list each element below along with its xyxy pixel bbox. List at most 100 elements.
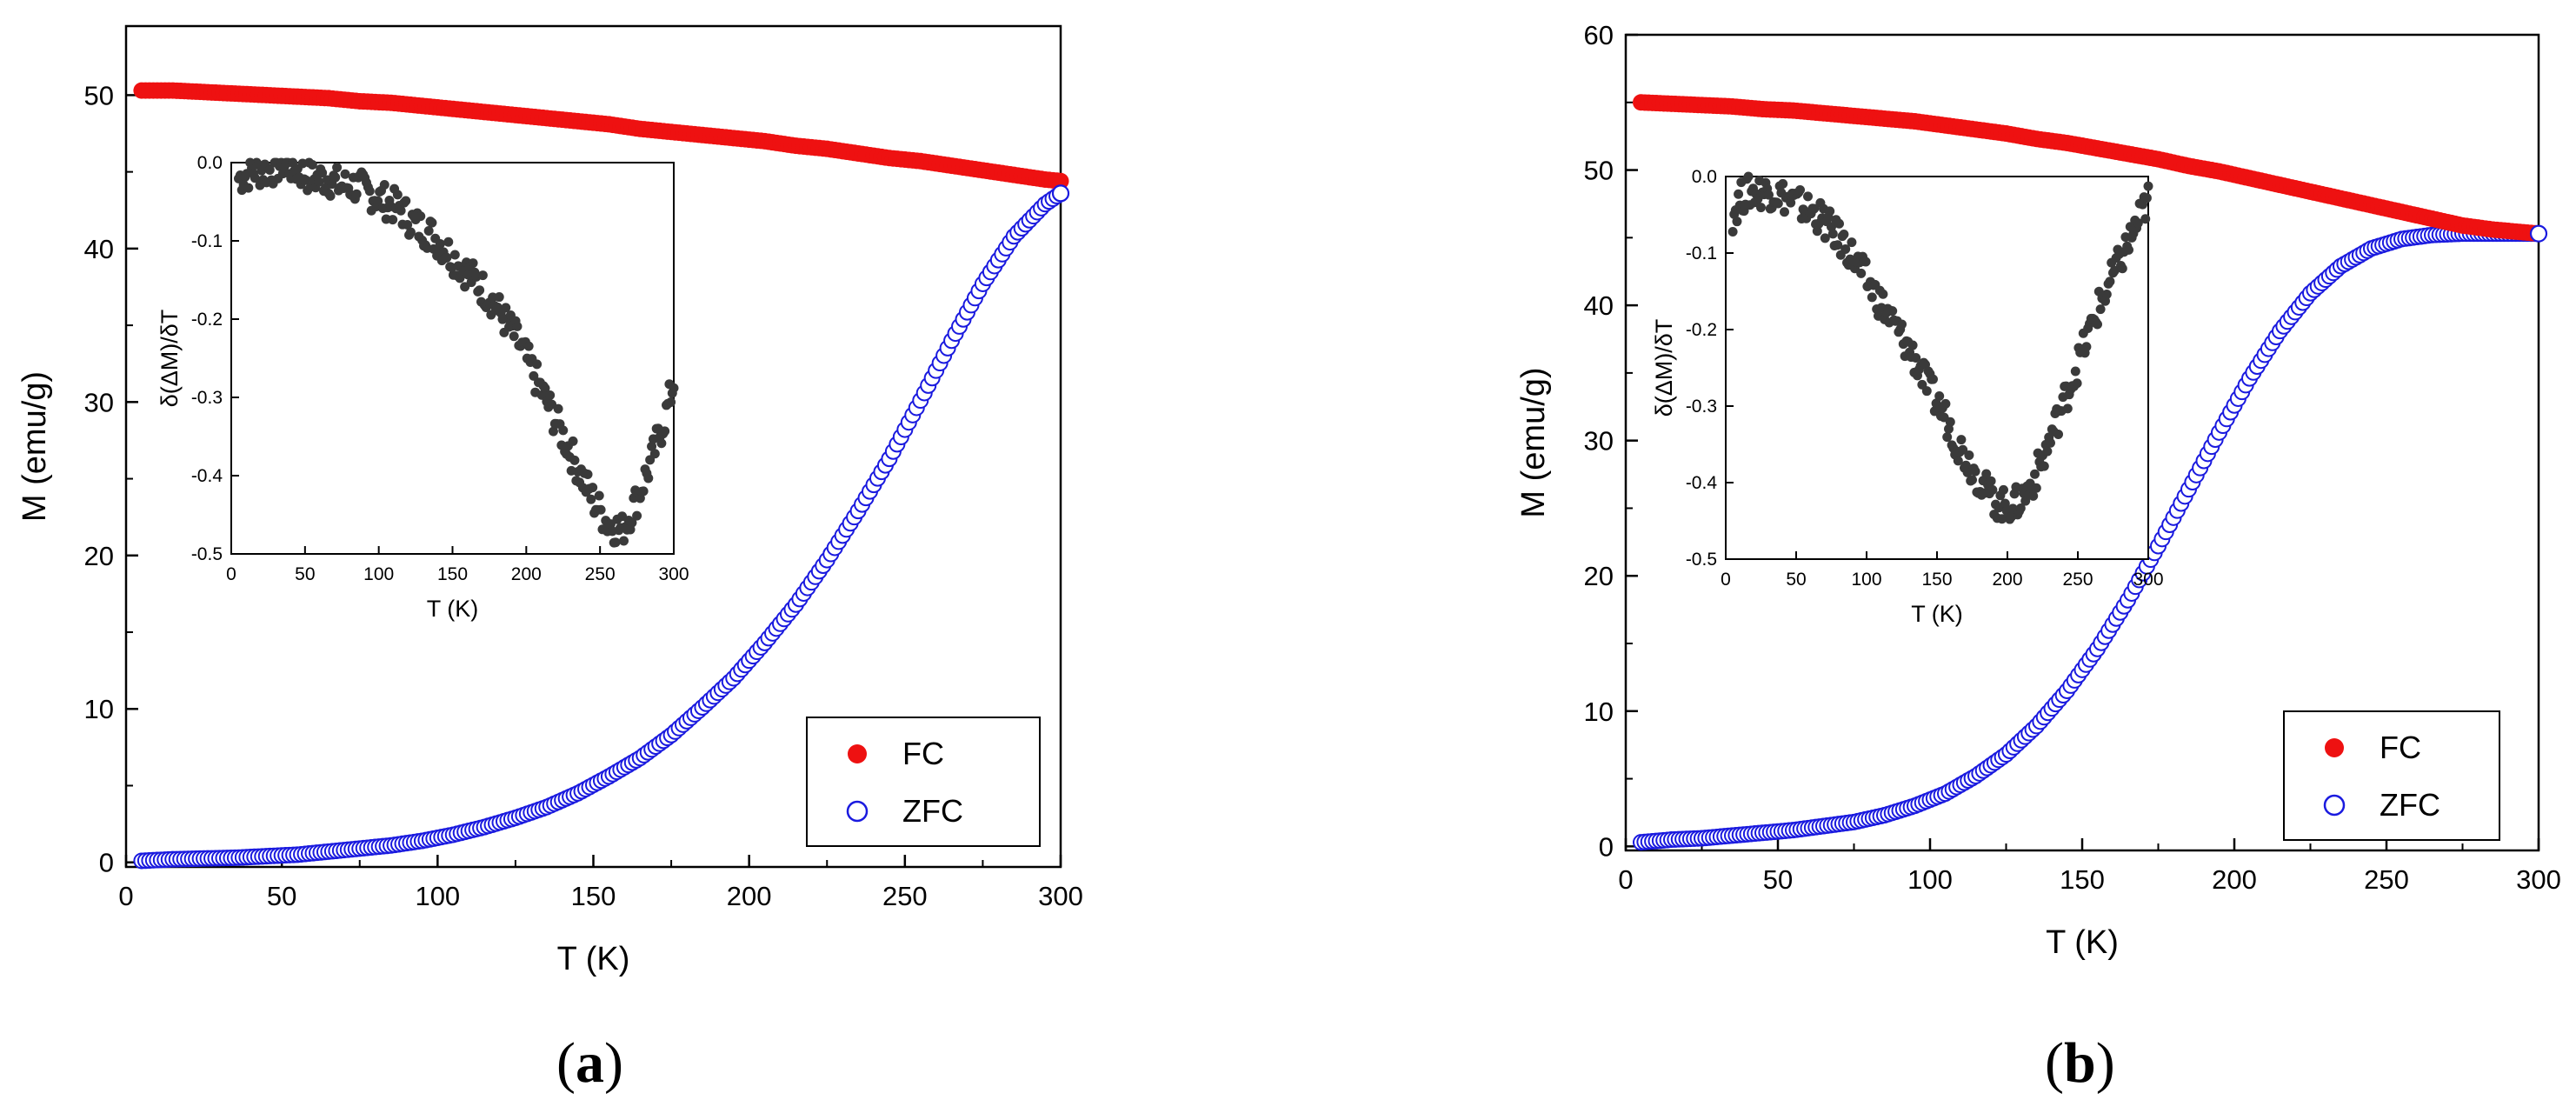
panel-a-caption: (a) — [556, 1031, 623, 1095]
inset-point — [1764, 190, 1774, 200]
inset-x-tick-label: 150 — [1921, 570, 1952, 590]
legend-marker-fc — [2325, 738, 2344, 757]
inset-point — [388, 215, 398, 225]
inset-point — [509, 331, 519, 342]
series-zfc — [1633, 225, 2547, 851]
inset-y-tick-label: -0.2 — [1686, 320, 1717, 340]
inset-point — [2000, 498, 2010, 509]
inset-point — [558, 425, 569, 436]
inset-chart: 0 50 100 150 200 250 300 0.0 -0.1 -0.2 -0.3 -0.4 -0.… — [156, 153, 689, 622]
legend-marker-zfc — [2323, 794, 2346, 817]
legend-label-fc: FC — [2380, 730, 2421, 765]
x-tick-label: 300 — [2516, 864, 2561, 895]
series-fc — [1633, 94, 2547, 243]
inset-point — [548, 426, 558, 437]
inset-point — [1820, 233, 1830, 243]
legend-marker-fc — [848, 744, 867, 763]
y-tick-label: 50 — [84, 80, 114, 110]
inset-point — [1827, 229, 1838, 239]
zfc-point — [2529, 224, 2548, 243]
inset-point — [2133, 218, 2143, 229]
inset-point — [2140, 214, 2151, 224]
y-tick-label: 20 — [84, 541, 114, 571]
x-tick-label: 150 — [571, 881, 616, 911]
panel-a-chart: 0 50 100 150 200 250 300 0 10 20 30 40 50 T (K) M (emu… — [17, 24, 1083, 977]
inset-y-tick-label: -0.4 — [1686, 473, 1718, 493]
inset-point — [553, 403, 563, 414]
inset-point — [1887, 306, 1898, 317]
inset-point — [475, 285, 485, 296]
inset-point — [468, 258, 478, 269]
y-tick-label: 0 — [99, 848, 114, 878]
inset-point — [1860, 257, 1871, 267]
inset-point — [392, 190, 403, 200]
inset-point — [2093, 319, 2102, 330]
inset-point — [582, 469, 593, 479]
inset-point — [2042, 446, 2053, 457]
inset-point — [1958, 444, 1968, 455]
inset-point — [610, 537, 621, 548]
inset-point — [2031, 483, 2041, 493]
inset-x-tick-label: 300 — [658, 564, 689, 584]
inset-point — [494, 292, 504, 303]
inset-point — [416, 211, 426, 222]
inset-point — [1945, 417, 1955, 427]
inset-point — [1942, 432, 1953, 443]
inset-point — [1727, 226, 1738, 237]
x-axis-label: T (K) — [2046, 924, 2119, 961]
inset-point — [1778, 178, 1788, 189]
inset-point — [2141, 193, 2152, 203]
inset-x-tick-label: 250 — [585, 564, 616, 584]
inset-point — [649, 449, 660, 459]
inset-point — [545, 390, 556, 401]
inset-y-axis-label: δ(ΔM)/δT — [1651, 319, 1677, 417]
inset-point — [449, 250, 460, 260]
inset-point — [403, 220, 413, 230]
inset-x-tick-label: 200 — [511, 564, 542, 584]
x-tick-label: 50 — [267, 881, 296, 911]
inset-point — [1981, 469, 1992, 479]
x-tick-label: 100 — [1907, 864, 1953, 895]
inset-point — [2124, 244, 2133, 255]
x-tick-label: 200 — [2212, 864, 2257, 895]
inset-point — [596, 504, 606, 515]
inset-point — [1964, 450, 1974, 461]
inset-x-tick-label: 50 — [1786, 570, 1806, 590]
inset-point — [1786, 197, 1796, 208]
legend-label-fc: FC — [902, 736, 944, 771]
inset-point — [1921, 386, 1932, 397]
inset-point — [325, 190, 336, 201]
inset-point — [1809, 203, 1820, 214]
inset-point — [1825, 206, 1835, 217]
inset-point — [423, 225, 434, 236]
inset-y-tick-label: -0.3 — [1686, 397, 1717, 417]
inset-y-tick-label: -0.2 — [191, 310, 223, 330]
legend-box — [2283, 710, 2500, 841]
inset-point — [405, 227, 416, 237]
inset-point — [243, 183, 254, 193]
inset-point — [307, 159, 317, 170]
x-tick-label: 250 — [882, 881, 928, 911]
y-tick-label: 10 — [84, 694, 114, 724]
x-tick-label: 0 — [1618, 864, 1633, 895]
inset-point — [1773, 198, 1783, 209]
inset-point — [669, 383, 679, 393]
inset-point — [2053, 429, 2063, 439]
inset-point — [2028, 490, 2039, 501]
legend: FC ZFC — [806, 717, 1041, 847]
legend-label-zfc: ZFC — [2380, 787, 2440, 823]
inset-point — [1987, 484, 1998, 495]
inset-point — [540, 383, 550, 394]
legend-label-zfc: ZFC — [902, 793, 963, 829]
inset-point — [2015, 503, 2026, 514]
inset-point — [1867, 292, 1877, 303]
inset-point — [523, 341, 534, 351]
inset-point — [1897, 319, 1907, 330]
inset-y-tick-label: -0.5 — [1686, 550, 1717, 570]
inset-x-tick-label: 300 — [2133, 570, 2163, 590]
inset-x-tick-label: 250 — [2062, 570, 2093, 590]
x-tick-label: 0 — [118, 881, 133, 911]
inset-point — [373, 196, 383, 206]
inset-point — [264, 165, 275, 176]
legend: FC ZFC — [2283, 710, 2500, 841]
